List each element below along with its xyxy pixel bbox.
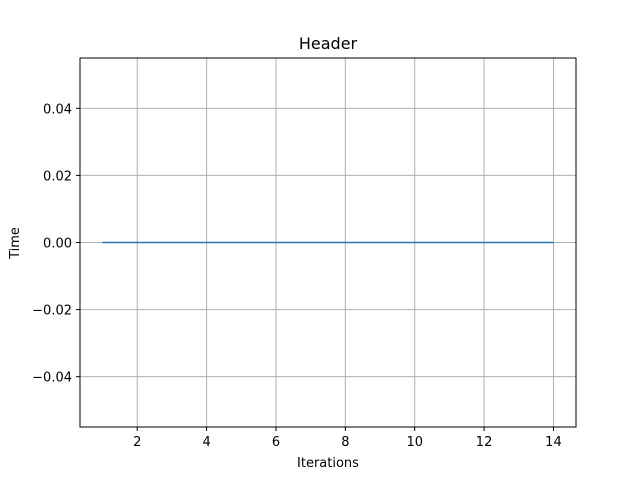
- x-tick-label: 6: [272, 435, 280, 450]
- x-tick-label: 8: [341, 435, 349, 450]
- chart-title: Header: [299, 34, 358, 53]
- x-tick-label: 2: [133, 435, 141, 450]
- y-tick-label: 0.04: [43, 102, 72, 117]
- y-axis-label: Time: [8, 227, 23, 260]
- y-tick-label: −0.02: [32, 304, 72, 319]
- x-tick-label: 12: [476, 435, 493, 450]
- x-tick-label: 10: [406, 435, 423, 450]
- x-axis-label: Iterations: [297, 456, 359, 471]
- axis-ticks: 2 4 6 8 10 12 14 −0.04 −0.02 0.00 0.02 0.04: [32, 102, 562, 450]
- y-tick-label: 0.00: [43, 237, 72, 252]
- x-tick-label: 4: [202, 435, 210, 450]
- y-tick-label: 0.02: [43, 169, 72, 184]
- x-tick-label: 14: [545, 435, 562, 450]
- y-tick-label: −0.04: [32, 371, 72, 386]
